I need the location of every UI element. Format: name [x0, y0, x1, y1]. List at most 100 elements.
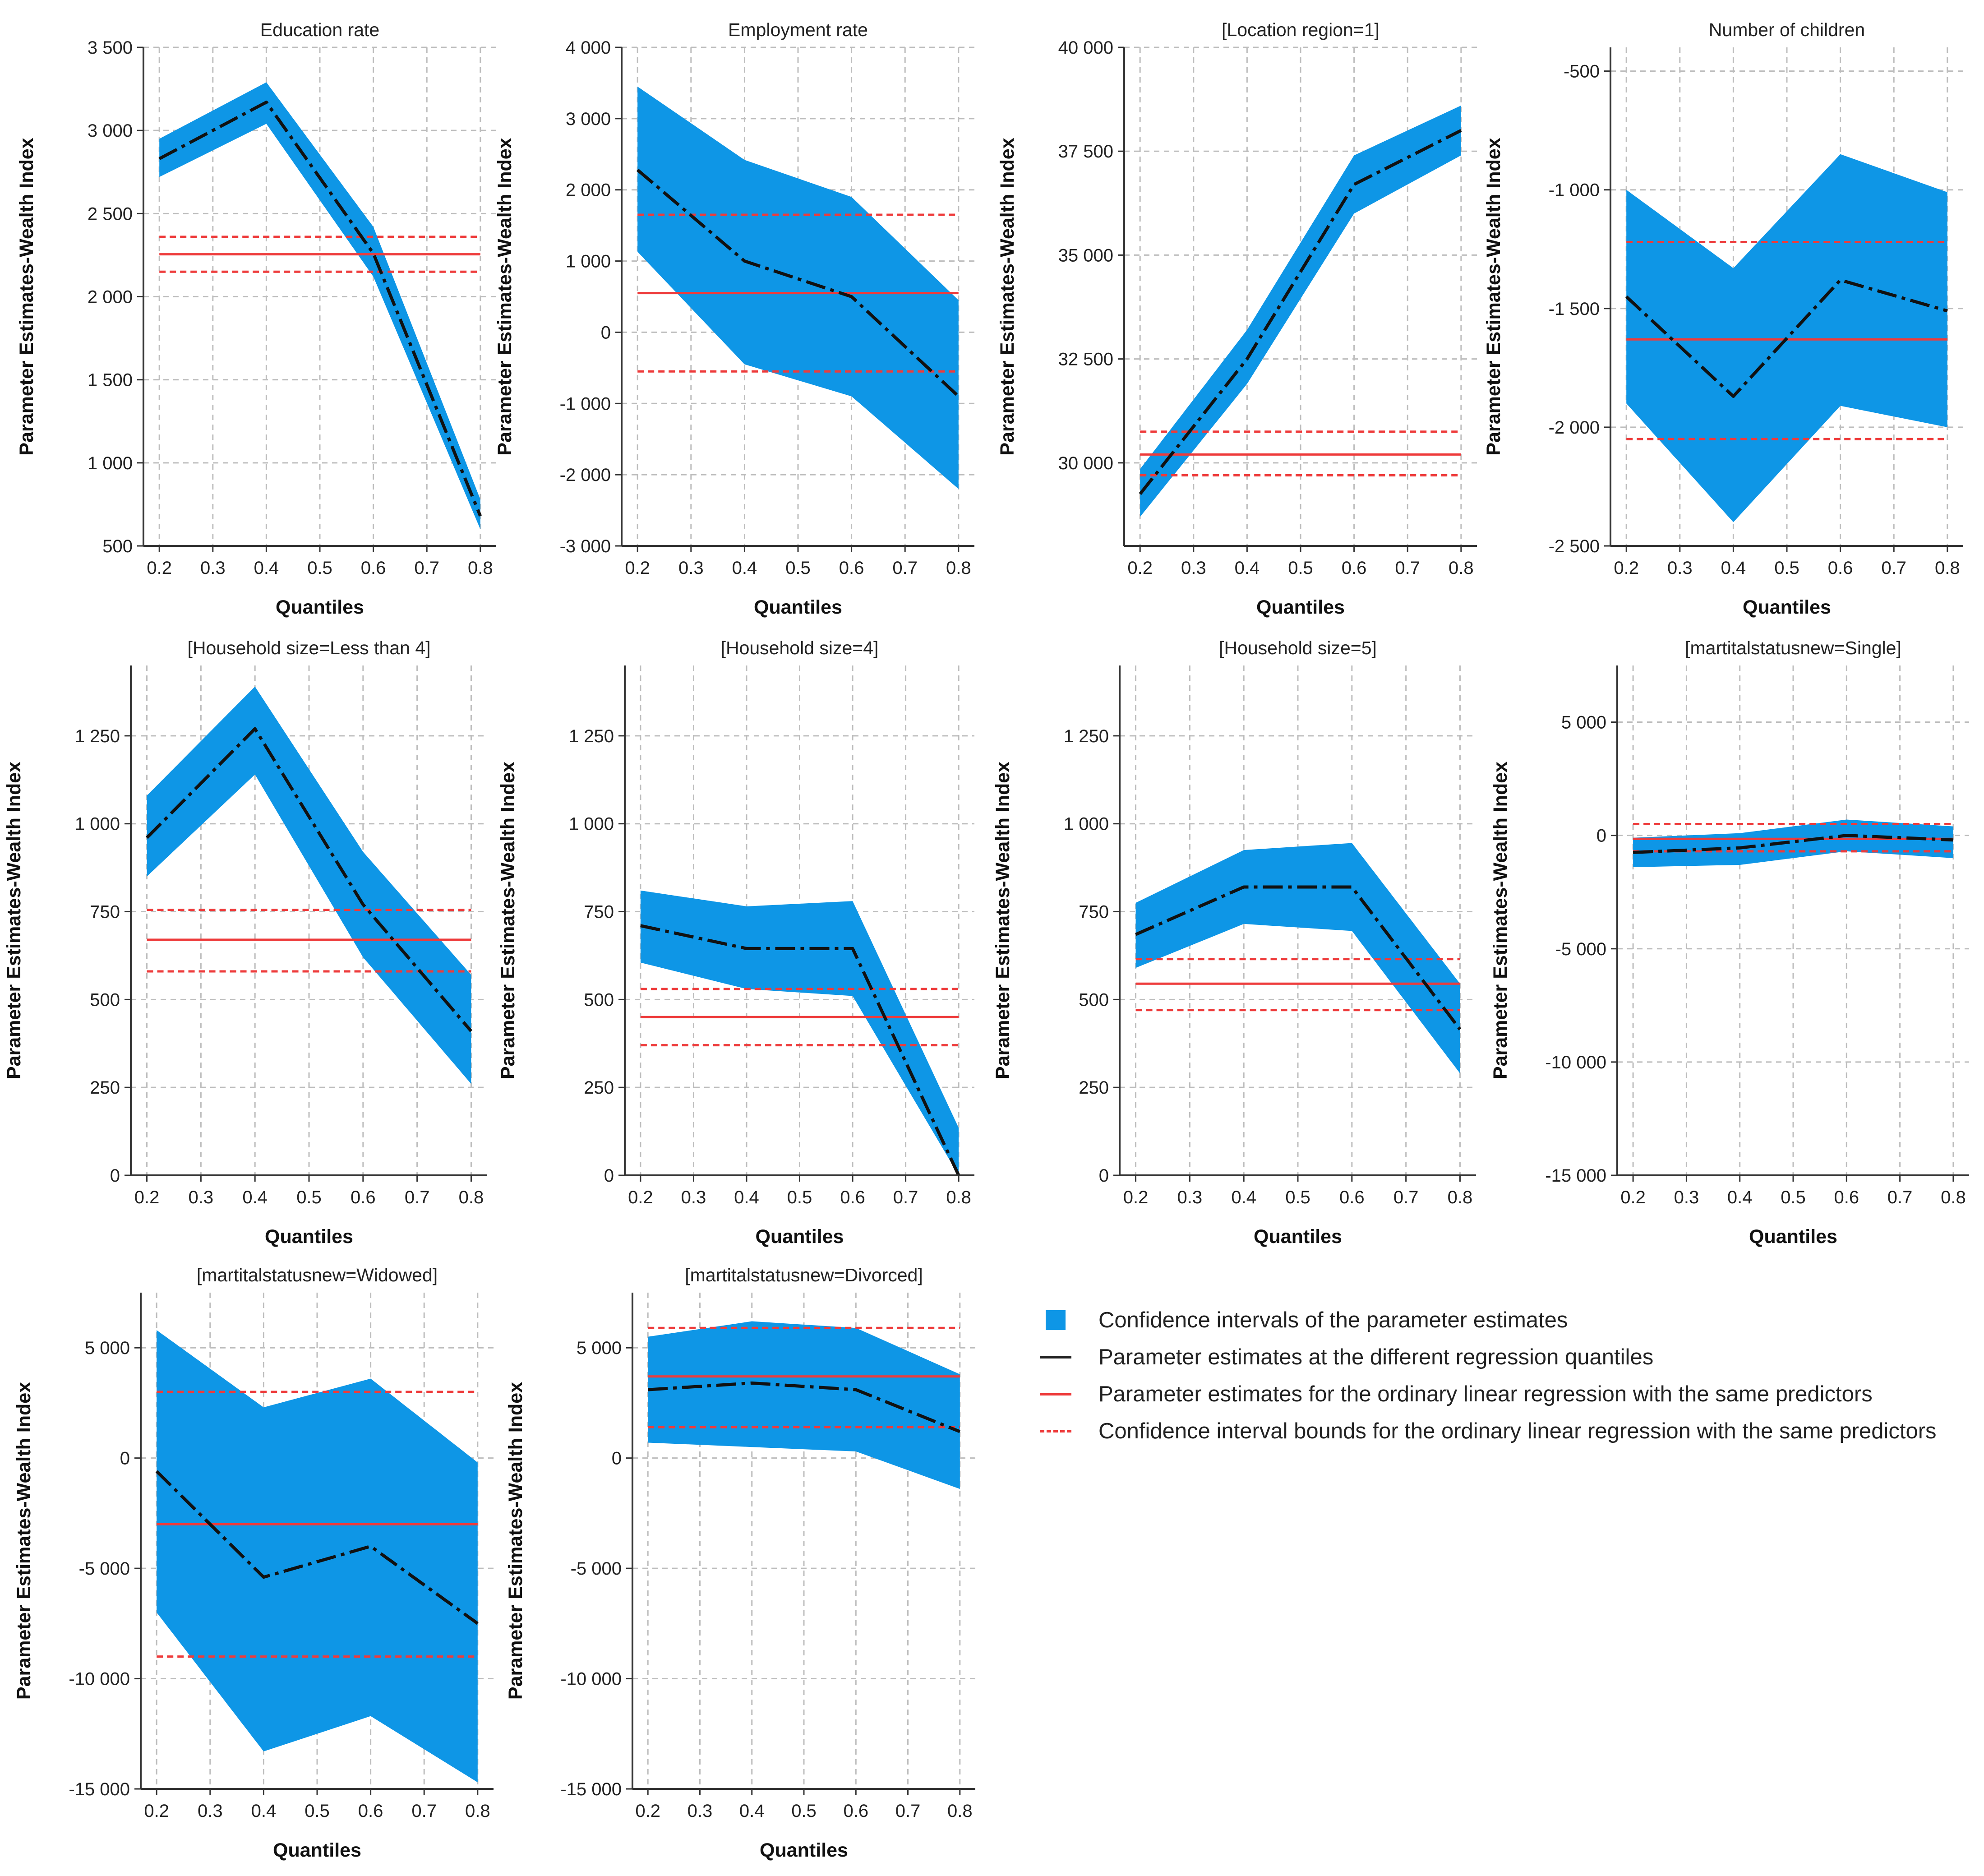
x-tick-label: 0.3: [189, 1188, 214, 1207]
legend-swatch-ci: [1046, 1310, 1066, 1330]
y-tick-label: -15 000: [1545, 1166, 1606, 1186]
y-tick-label: 0: [110, 1166, 120, 1186]
chart-panel: 0.2 0.3 0.4 0.5 0.6 0.7 0.8 -15 000 -10 000 -5 00…: [505, 1265, 975, 1861]
x-tick-label: 0.2: [1127, 558, 1153, 578]
x-tick-label: 0.6: [358, 1801, 383, 1821]
y-tick-label: 1 000: [569, 814, 614, 834]
y-tick-label: 3 000: [88, 121, 133, 141]
x-tick-label: 0.4: [1231, 1188, 1256, 1207]
y-tick-label: -5 000: [79, 1559, 130, 1579]
x-tick-label: 0.8: [946, 558, 971, 578]
x-tick-label: 0.2: [147, 558, 172, 578]
chart-title: Number of children: [1709, 19, 1865, 40]
x-tick-label: 0.2: [628, 1188, 653, 1207]
ci-band: [1135, 843, 1460, 1073]
estimate-line: [146, 727, 473, 1032]
x-tick-label: 0.3: [1674, 1188, 1699, 1207]
x-tick-label: 0.5: [791, 1801, 817, 1821]
y-axis-label: Parameter Estimates-Wealth Index: [497, 762, 519, 1079]
x-tick-label: 0.8: [1448, 1188, 1473, 1207]
x-axis-label: Quantiles: [276, 596, 364, 618]
chart-title: [martitalstatusnew=Single]: [1685, 638, 1901, 658]
x-tick-label: 0.4: [732, 558, 757, 578]
x-axis-label: Quantiles: [265, 1226, 353, 1248]
y-tick-label: 750: [90, 902, 120, 922]
y-tick-label: -10 000: [560, 1669, 622, 1689]
y-tick-label: 500: [1079, 990, 1109, 1010]
y-tick-label: 1 000: [1064, 814, 1109, 834]
x-tick-label: 0.6: [1834, 1188, 1859, 1207]
x-tick-label: 0.5: [787, 1188, 812, 1207]
y-axis-label: Parameter Estimates-Wealth Index: [505, 1382, 526, 1700]
ci-band: [159, 82, 480, 530]
y-tick-label: -2 500: [1549, 536, 1600, 556]
y-tick-label: 40 000: [1058, 38, 1113, 58]
x-tick-label: 0.6: [839, 558, 864, 578]
y-axis-label: Parameter Estimates-Wealth Index: [997, 138, 1018, 455]
ci-band: [157, 1330, 478, 1783]
legend-item-ols-ci: Confidence interval bounds for the ordin…: [1040, 1413, 1974, 1450]
y-tick-label: -1 500: [1549, 299, 1600, 319]
ci-band: [1140, 105, 1461, 517]
x-axis-label: Quantiles: [1256, 596, 1345, 618]
y-tick-label: 2 500: [88, 204, 133, 224]
estimate-line: [1139, 129, 1462, 495]
x-tick-label: 0.6: [843, 1801, 868, 1821]
y-tick-label: 35 000: [1058, 245, 1113, 265]
ci-band: [1633, 819, 1953, 867]
y-tick-label: 500: [102, 536, 133, 556]
x-tick-label: 0.7: [1881, 558, 1906, 578]
x-tick-label: 0.7: [1887, 1188, 1913, 1207]
y-tick-label: 3 500: [88, 38, 133, 58]
estimate-line: [647, 1381, 961, 1433]
y-tick-label: -3 000: [560, 536, 611, 556]
x-tick-label: 0.3: [1177, 1188, 1203, 1207]
x-axis-label: Quantiles: [1749, 1226, 1837, 1248]
legend-label-ols-ci: Confidence interval bounds for the ordin…: [1098, 1419, 1937, 1443]
y-tick-label: 0: [601, 323, 611, 342]
y-tick-label: 4 000: [566, 38, 611, 58]
y-tick-label: -10 000: [69, 1669, 130, 1689]
y-tick-label: 500: [584, 990, 614, 1010]
chart-title: [Location region=1]: [1222, 19, 1380, 40]
legend-swatch-ols-ci: [1040, 1430, 1071, 1432]
y-tick-label: 750: [1079, 902, 1109, 922]
x-tick-label: 0.8: [1449, 558, 1474, 578]
chart-title: [Household size=4]: [721, 638, 879, 658]
y-axis-label: Parameter Estimates-Wealth Index: [1490, 762, 1511, 1079]
x-tick-label: 0.3: [681, 1188, 706, 1207]
estimate-line: [155, 1470, 479, 1625]
x-tick-label: 0.7: [405, 1188, 430, 1207]
x-tick-label: 0.5: [1781, 1188, 1806, 1207]
x-tick-label: 0.5: [305, 1801, 330, 1821]
y-tick-label: -2 000: [560, 465, 611, 485]
chart-title: [martitalstatusnew=Widowed]: [197, 1265, 438, 1285]
x-tick-label: 0.6: [351, 1188, 376, 1207]
y-tick-label: 1 250: [1064, 726, 1109, 746]
chart-title: [Household size=Less than 4]: [187, 638, 430, 658]
y-tick-label: 5 000: [1561, 713, 1606, 733]
ci-band: [147, 686, 471, 1084]
x-tick-label: 0.4: [1727, 1188, 1753, 1207]
y-tick-label: 0: [604, 1166, 614, 1186]
legend-swatch-ols: [1040, 1393, 1071, 1395]
ci-band: [648, 1321, 960, 1489]
x-tick-label: 0.6: [840, 1188, 865, 1207]
x-tick-label: 0.8: [1941, 1188, 1966, 1207]
chart-panel: 0.2 0.3 0.4 0.5 0.6 0.7 0.8 30 000 32 500 35 000 3…: [997, 19, 1477, 618]
y-tick-label: 1 000: [566, 252, 611, 272]
x-tick-label: 0.5: [1774, 558, 1799, 578]
x-axis-label: Quantiles: [754, 596, 842, 618]
x-tick-label: 0.4: [1721, 558, 1746, 578]
y-tick-label: 2 000: [88, 287, 133, 307]
x-tick-label: 0.6: [361, 558, 386, 578]
x-tick-label: 0.7: [1395, 558, 1420, 578]
x-tick-label: 0.3: [1667, 558, 1693, 578]
y-tick-label: 5 000: [577, 1338, 622, 1358]
chart-title: Employment rate: [728, 19, 868, 40]
y-tick-label: 2 000: [566, 180, 611, 200]
legend-item-ols: Parameter estimates for the ordinary lin…: [1040, 1376, 1974, 1413]
x-tick-label: 0.4: [734, 1188, 759, 1207]
y-tick-label: -500: [1564, 62, 1600, 82]
